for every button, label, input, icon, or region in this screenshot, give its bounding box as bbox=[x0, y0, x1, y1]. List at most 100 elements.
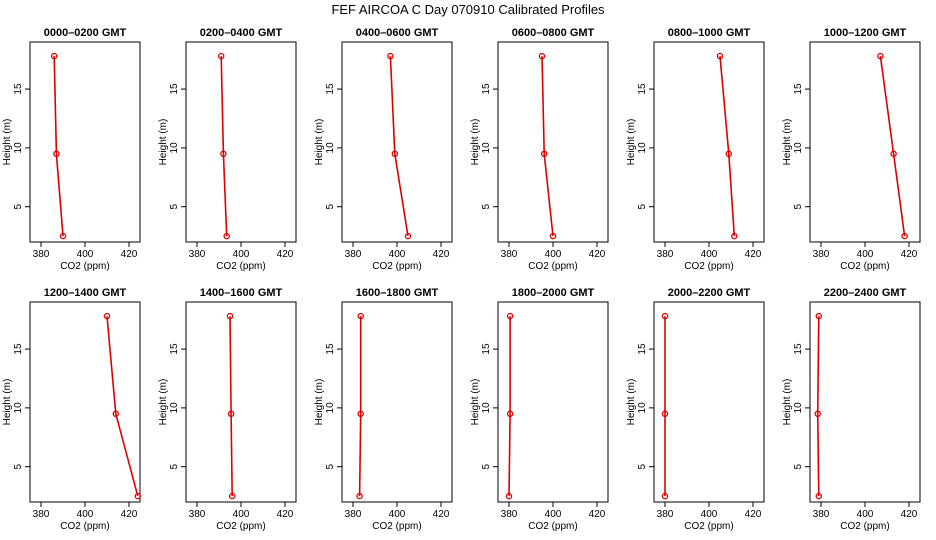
data-point bbox=[890, 150, 897, 158]
profile-line bbox=[508, 316, 511, 497]
x-tick-label: 400 bbox=[389, 509, 406, 520]
plot-frame bbox=[185, 301, 297, 503]
y-axis-label: Height (m) bbox=[470, 379, 481, 426]
panel-title: 0000–0200 GMT bbox=[44, 27, 127, 39]
panel-2: 0200–0400 GMT 380 400 420 5 10 15 CO2 (ppm) Heig… bbox=[158, 27, 297, 272]
x-tick-label: 420 bbox=[121, 249, 138, 260]
y-tick-label: 5 bbox=[13, 203, 24, 209]
data-point bbox=[387, 52, 394, 60]
profile-line bbox=[719, 56, 736, 237]
x-tick-label: 400 bbox=[233, 509, 250, 520]
data-point bbox=[814, 410, 821, 418]
y-axis-label: Height (m) bbox=[314, 379, 325, 426]
data-point bbox=[404, 232, 412, 240]
y-tick-label: 15 bbox=[637, 83, 648, 95]
x-tick-label: 420 bbox=[901, 249, 918, 260]
plot-frame bbox=[341, 41, 453, 243]
profile-line bbox=[229, 316, 233, 497]
data-point bbox=[220, 150, 227, 158]
x-axis-label: CO2 (ppm) bbox=[216, 521, 265, 532]
data-point bbox=[661, 410, 669, 418]
x-tick-label: 420 bbox=[433, 509, 450, 520]
data-point bbox=[731, 232, 738, 240]
y-axis-label: Height (m) bbox=[626, 379, 637, 426]
data-point bbox=[661, 312, 669, 320]
panel-5: 0800–1000 GMT 380 400 420 5 10 15 CO2 (ppm) Heig… bbox=[626, 27, 765, 272]
panel-title: 1800–2000 GMT bbox=[512, 287, 595, 299]
panel-3: 0400–0600 GMT 380 400 420 5 10 15 CO2 (ppm) Heig… bbox=[314, 27, 453, 272]
data-point bbox=[815, 492, 823, 500]
panel-title: 1600–1800 GMT bbox=[356, 287, 439, 299]
data-point bbox=[506, 410, 514, 418]
x-tick-label: 400 bbox=[545, 249, 562, 260]
data-point bbox=[549, 232, 557, 240]
y-tick-label: 5 bbox=[325, 203, 336, 209]
y-tick-label: 15 bbox=[793, 343, 804, 355]
y-tick-label: 5 bbox=[793, 463, 804, 469]
y-tick-label: 15 bbox=[169, 343, 180, 355]
y-tick-label: 15 bbox=[325, 343, 336, 355]
plot-frame bbox=[29, 41, 141, 243]
x-axis-label: CO2 (ppm) bbox=[528, 521, 577, 532]
x-tick-label: 380 bbox=[813, 249, 830, 260]
y-tick-label: 5 bbox=[481, 203, 492, 209]
plot-frame bbox=[29, 301, 141, 503]
data-point bbox=[357, 410, 364, 418]
y-tick-label: 5 bbox=[793, 203, 804, 209]
panel-9: 1600–1800 GMT 380 400 420 5 10 15 CO2 (ppm) Heig… bbox=[314, 287, 453, 532]
y-tick-label: 10 bbox=[13, 142, 24, 154]
x-tick-label: 380 bbox=[501, 249, 518, 260]
data-point bbox=[506, 312, 514, 320]
x-tick-label: 400 bbox=[857, 249, 874, 260]
y-tick-label: 15 bbox=[13, 83, 24, 95]
data-point bbox=[223, 232, 230, 240]
x-tick-label: 380 bbox=[813, 509, 830, 520]
x-tick-label: 380 bbox=[189, 249, 206, 260]
data-point bbox=[356, 492, 363, 500]
plot-frame bbox=[497, 301, 609, 503]
panel-title: 1000–1200 GMT bbox=[824, 27, 907, 39]
x-tick-label: 420 bbox=[121, 509, 138, 520]
panel-1: 0000–0200 GMT 380 400 420 5 10 15 CO2 (ppm) Heig… bbox=[2, 27, 141, 272]
data-point bbox=[103, 312, 111, 320]
y-tick-label: 10 bbox=[169, 402, 180, 414]
x-axis-label: CO2 (ppm) bbox=[684, 521, 733, 532]
panel-title: 1400–1600 GMT bbox=[200, 287, 283, 299]
x-axis-label: CO2 (ppm) bbox=[528, 261, 577, 272]
x-tick-label: 400 bbox=[77, 249, 94, 260]
panel-title: 1200–1400 GMT bbox=[44, 287, 127, 299]
y-tick-label: 5 bbox=[637, 463, 648, 469]
y-tick-label: 10 bbox=[793, 402, 804, 414]
data-point bbox=[540, 150, 548, 158]
data-point bbox=[716, 52, 724, 60]
data-point bbox=[505, 492, 513, 500]
y-axis-label: Height (m) bbox=[158, 119, 169, 166]
x-tick-label: 380 bbox=[501, 509, 518, 520]
data-point bbox=[228, 492, 236, 500]
data-point bbox=[50, 52, 58, 60]
data-point bbox=[725, 150, 733, 158]
plot-frame bbox=[653, 41, 765, 243]
data-point bbox=[217, 52, 225, 60]
x-tick-label: 380 bbox=[345, 249, 362, 260]
plot-frame bbox=[809, 41, 921, 243]
y-tick-label: 15 bbox=[481, 83, 492, 95]
y-tick-label: 10 bbox=[169, 142, 180, 154]
panel-4: 0600–0800 GMT 380 400 420 5 10 15 CO2 (ppm) Heig… bbox=[470, 27, 609, 272]
y-axis-label: Height (m) bbox=[158, 379, 169, 426]
y-tick-label: 15 bbox=[13, 343, 24, 355]
y-tick-label: 10 bbox=[637, 142, 648, 154]
x-axis-label: CO2 (ppm) bbox=[684, 261, 733, 272]
panel-11: 2000–2200 GMT 380 400 420 5 10 15 CO2 (ppm) Heig… bbox=[626, 287, 765, 532]
data-point bbox=[53, 150, 60, 158]
plot-frame bbox=[341, 301, 453, 503]
y-tick-label: 5 bbox=[637, 203, 648, 209]
panel-12: 2200–2400 GMT 380 400 420 5 10 15 CO2 (ppm) Heig… bbox=[782, 287, 921, 532]
y-tick-label: 5 bbox=[13, 463, 24, 469]
y-axis-label: Height (m) bbox=[470, 119, 481, 166]
y-tick-label: 10 bbox=[637, 402, 648, 414]
x-tick-label: 400 bbox=[545, 509, 562, 520]
profile-line bbox=[879, 55, 906, 237]
x-tick-label: 420 bbox=[901, 509, 918, 520]
panel-title: 0400–0600 GMT bbox=[356, 27, 439, 39]
